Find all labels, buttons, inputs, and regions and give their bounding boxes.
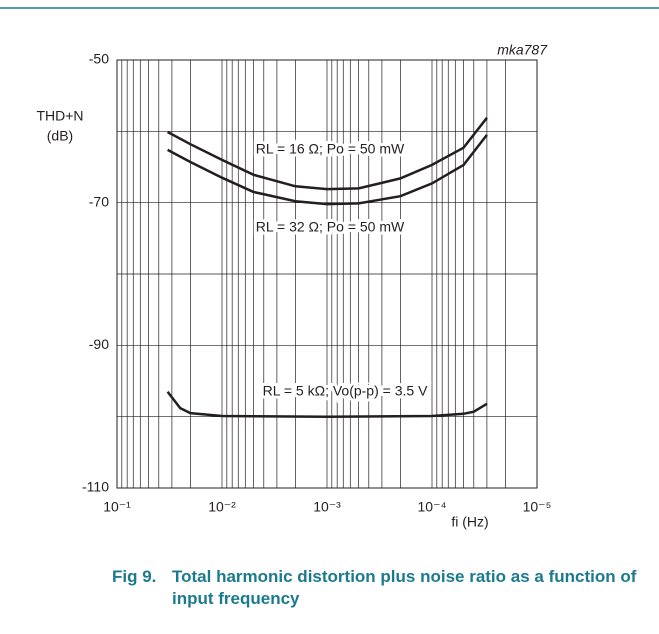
x-axis-label: fi (Hz) <box>451 514 488 530</box>
y-tick-label: -50 <box>89 51 109 67</box>
x-tick-label: 10⁻³ <box>313 499 341 515</box>
chart: mka787 THD+N (dB) fi (Hz) 10⁻¹ 10⁻² 10⁻³ 10… <box>0 7 659 530</box>
y-tick-label: -70 <box>89 193 109 209</box>
y-axis-label: (dB) <box>47 128 73 144</box>
caption-label: Fig 9. <box>112 567 157 586</box>
x-tick-label: 10⁻⁵ <box>523 499 552 515</box>
line-series <box>167 134 488 206</box>
series-label: RL = 5 kΩ; Vo(p-p) = 3.5 V <box>263 383 428 399</box>
series-label: RL = 32 Ω; Po = 50 mW <box>256 219 405 235</box>
line-series <box>166 390 488 418</box>
y-tick-label: -90 <box>89 336 109 352</box>
y-tick-label: -110 <box>82 479 109 495</box>
x-tick-label: 10⁻⁴ <box>418 499 447 515</box>
caption-text: Total harmonic distortion plus noise rat… <box>172 567 637 608</box>
caption: Fig 9. Total harmonic distortion plus no… <box>112 566 652 610</box>
plot-frame <box>116 59 538 489</box>
x-tick-label: 10⁻² <box>208 499 236 515</box>
y-axis-label: THD+N <box>36 108 83 124</box>
line-series <box>167 117 488 191</box>
figure-id: mka787 <box>497 42 548 58</box>
series-label: RL = 16 Ω; Po = 50 mW <box>256 141 405 157</box>
x-tick-label: 10⁻¹ <box>103 499 131 515</box>
